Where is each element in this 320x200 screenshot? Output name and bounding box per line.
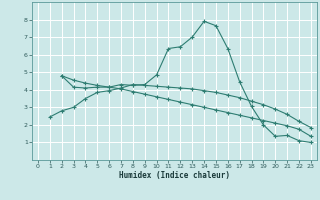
X-axis label: Humidex (Indice chaleur): Humidex (Indice chaleur) bbox=[119, 171, 230, 180]
